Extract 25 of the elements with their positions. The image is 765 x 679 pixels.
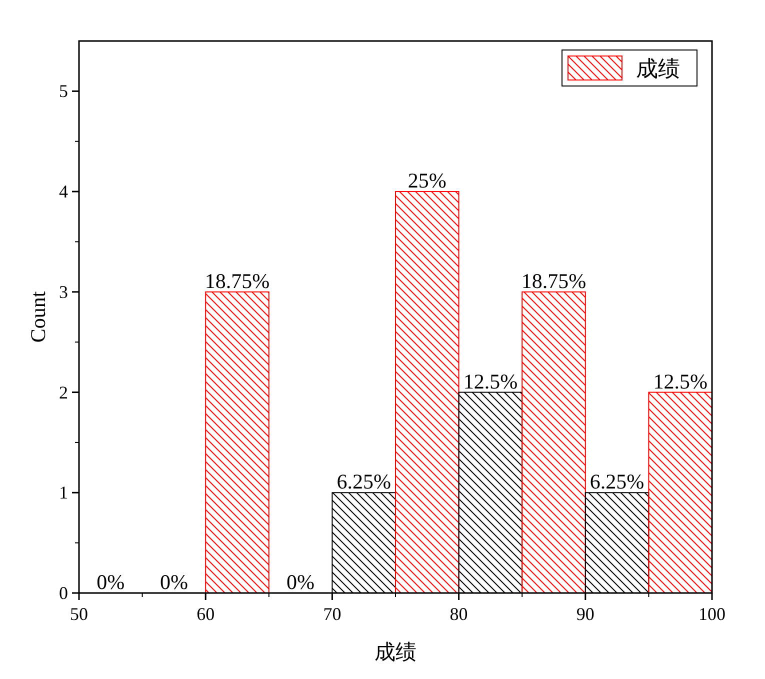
x-tick-label: 90 bbox=[576, 604, 594, 624]
annotation: 0% bbox=[160, 570, 188, 594]
x-axis-title: 成绩 bbox=[374, 640, 416, 664]
y-tick-label: 4 bbox=[59, 182, 68, 202]
annotation: 18.75% bbox=[521, 268, 586, 293]
y-axis-title: Count bbox=[26, 291, 50, 343]
annotation: 25% bbox=[408, 168, 446, 193]
annotation: 12.5% bbox=[653, 369, 708, 394]
x-tick-label: 80 bbox=[450, 604, 468, 624]
y-tick-label: 0 bbox=[59, 583, 68, 603]
annotation: 6.25% bbox=[590, 470, 644, 494]
y-tick-label: 5 bbox=[59, 81, 68, 102]
annotation: 12.5% bbox=[463, 369, 518, 394]
y-tick-label: 3 bbox=[59, 282, 68, 302]
x-tick-label: 70 bbox=[323, 604, 342, 624]
x-tick-label: 100 bbox=[698, 604, 726, 624]
annotation: 18.75% bbox=[204, 268, 270, 293]
annotation: 0% bbox=[96, 570, 125, 594]
x-tick-label: 50 bbox=[70, 604, 88, 624]
x-tick-label: 60 bbox=[196, 604, 215, 624]
y-tick-label: 2 bbox=[59, 382, 68, 402]
y-tick-label: 1 bbox=[59, 482, 68, 503]
annotation: 6.25% bbox=[336, 470, 391, 494]
legend: 成绩 bbox=[562, 50, 698, 86]
annotation: 0% bbox=[286, 570, 315, 594]
